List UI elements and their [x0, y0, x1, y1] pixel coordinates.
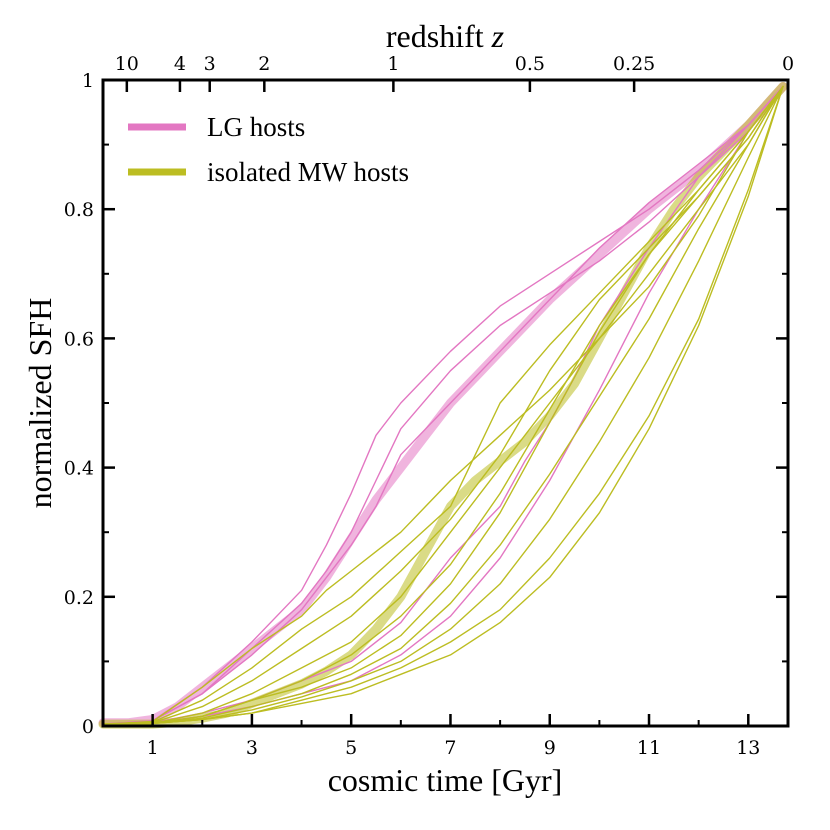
series-line-4 [102, 85, 784, 725]
x-tick-label-6: 13 [736, 737, 760, 759]
series-line-12 [102, 85, 784, 725]
top-axis-label-var: z [491, 18, 505, 54]
top-axis-label-text: redshift [386, 18, 484, 54]
y-tick-label-1: 0.2 [64, 587, 94, 609]
top-tick-label-7: 0 [782, 53, 794, 75]
top-tick-label-5: 0.5 [515, 53, 545, 75]
y-axis-label: normalized SFH [22, 298, 58, 509]
x-tick-label-4: 9 [544, 737, 556, 759]
series-line-8 [102, 85, 784, 725]
median-line-0 [98, 82, 788, 728]
legend: LG hosts isolated MW hosts [128, 112, 409, 187]
top-axis-label: redshift z [386, 18, 505, 54]
x-tick-label-0: 1 [147, 737, 159, 759]
x-axis-label: cosmic time [Gyr] [328, 762, 563, 798]
series-line-10 [102, 85, 784, 725]
y-tick-label-3: 0.6 [64, 328, 94, 350]
series-line-13 [102, 85, 784, 725]
top-tick-label-0: 10 [115, 53, 139, 75]
series-line-7 [102, 85, 784, 725]
series-line-6 [102, 85, 784, 725]
y-tick-label-0: 0 [82, 716, 94, 738]
top-tick-label-3: 2 [258, 53, 270, 75]
legend-label-0: LG hosts [207, 112, 305, 142]
series-line-2 [102, 85, 784, 725]
top-tick-label-1: 4 [174, 53, 186, 75]
y-tick-label-2: 0.4 [64, 458, 94, 480]
y-tick-label-4: 0.8 [64, 199, 94, 221]
x-tick-label-5: 11 [637, 737, 661, 759]
series-line-14 [102, 85, 784, 725]
top-tick-label-4: 1 [387, 53, 399, 75]
top-tick-label-2: 3 [204, 53, 216, 75]
legend-label-1: isolated MW hosts [207, 157, 409, 187]
series-line-9 [102, 85, 784, 725]
x-tick-label-3: 7 [444, 737, 456, 759]
series-line-16 [102, 85, 784, 725]
y-tick-label-5: 1 [82, 70, 94, 92]
x-tick-label-1: 3 [246, 737, 258, 759]
x-tick-label-2: 5 [345, 737, 357, 759]
series-layer [98, 82, 788, 729]
series-line-3 [102, 85, 784, 725]
top-tick-label-6: 0.25 [613, 53, 655, 75]
